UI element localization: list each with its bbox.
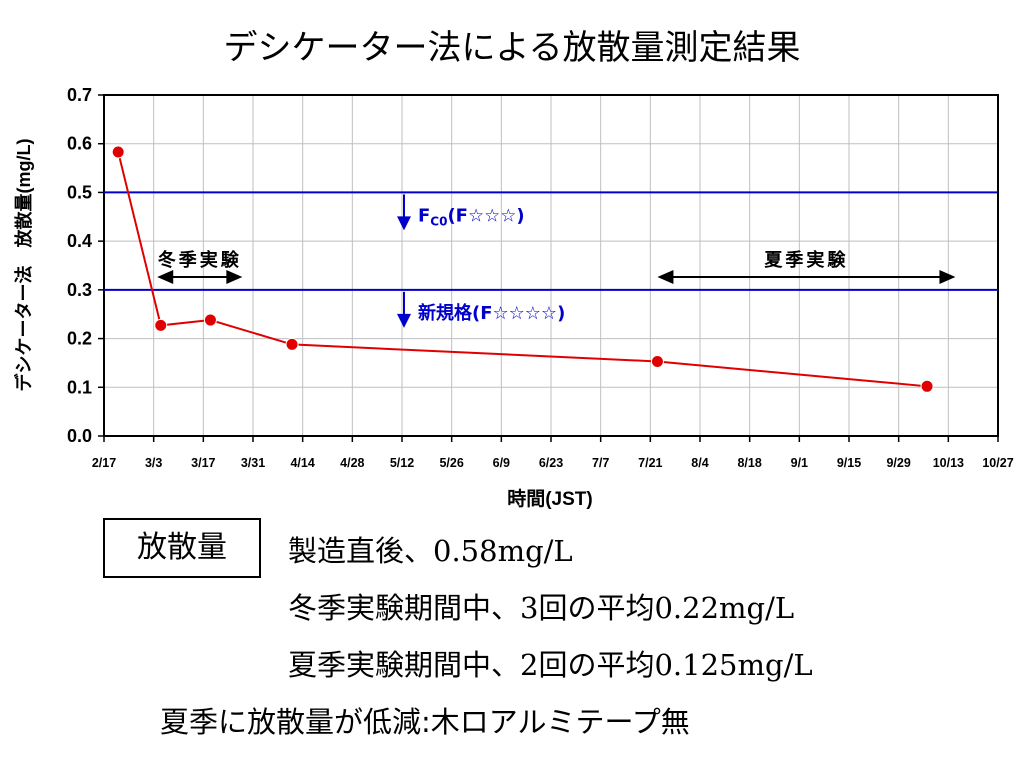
x-tick-label: 2/17	[92, 456, 116, 470]
reference-label: FC0(F☆☆☆)	[418, 205, 525, 228]
summary-line-3-text: 夏季実験期間中、	[288, 648, 521, 682]
x-tick-label: 9/15	[837, 456, 861, 470]
x-tick-label: 3/31	[241, 456, 265, 470]
x-tick-label: 6/23	[539, 456, 563, 470]
reference-label-main: 新規格(F☆☆☆☆)	[418, 302, 565, 324]
x-tick-label: 8/18	[737, 456, 761, 470]
x-tick-label: 6/9	[493, 456, 510, 470]
x-tick-label: 4/14	[290, 456, 314, 470]
period-label: 夏季実験	[764, 249, 848, 271]
x-tick-label: 3/17	[191, 456, 215, 470]
y-tick-label: 0.6	[67, 134, 92, 154]
y-tick-label: 0.7	[67, 85, 92, 105]
page-title: デシケーター法による放散量測定結果	[223, 28, 801, 68]
summary-footer-post: 木ロアルミテープ無	[430, 705, 690, 739]
data-point	[154, 318, 168, 332]
summary-footer: 夏季に放散量が低減:木ロアルミテープ無	[160, 699, 690, 741]
reference-label: 新規格(F☆☆☆☆)	[418, 302, 565, 324]
data-point	[285, 337, 299, 351]
series-layer	[111, 145, 934, 393]
reference-lines: FC0(F☆☆☆) 新規格(F☆☆☆☆)	[104, 191, 998, 328]
summary-box-label: 放散量	[103, 518, 261, 578]
reference-label-rest: (F☆☆☆)	[447, 205, 524, 226]
x-tick-label: 5/12	[390, 456, 414, 470]
period-arrow-head-left	[657, 270, 674, 284]
summary-line-1-value: 0.58mg/L	[433, 534, 573, 568]
summary-line-1-text: 製造直後、	[288, 534, 434, 568]
series-line	[117, 151, 928, 388]
chart: 2/17 3/3 3/17 3/31 4/14 4/28 5/12 5/26 6/9 6/23 7/…	[13, 85, 1014, 510]
summary-line-2-text: 冬季実験期間中、	[288, 591, 521, 625]
tick-labels: 2/17 3/3 3/17 3/31 4/14 4/28 5/12 5/26 6/9 6/23 7/…	[67, 85, 1014, 470]
summary-line-2: 冬季実験期間中、3回の平均0.22mg/L	[288, 585, 794, 627]
x-tick-label: 7/7	[592, 456, 609, 470]
reference-label-sub: C0	[430, 214, 447, 228]
summary-line-2-value: 0.22mg/L	[654, 591, 795, 625]
reference-arrow-head	[397, 313, 411, 328]
data-point	[650, 354, 664, 368]
x-tick-label: 10/13	[933, 456, 964, 470]
x-tick-label: 4/28	[340, 456, 364, 470]
summary-line-1: 製造直後、0.58mg/L	[288, 528, 573, 570]
reference-arrow-head	[397, 216, 411, 231]
data-point	[111, 145, 125, 159]
summary-line-2-count: 3	[520, 591, 539, 625]
summary-line-3: 夏季実験期間中、2回の平均0.125mg/L	[288, 642, 813, 684]
x-tick-label: 9/1	[791, 456, 808, 470]
reference-label-main: F	[418, 205, 430, 226]
data-point	[920, 379, 934, 393]
x-tick-label: 7/21	[638, 456, 662, 470]
y-tick-label: 0.5	[67, 182, 92, 202]
y-tick-label: 0.4	[67, 231, 92, 251]
period-arrow-head-right	[939, 270, 956, 284]
summary-footer-pre: 夏季に放散量が低減	[160, 705, 422, 739]
y-axis-label: デシケーター法 放散量(mg/L)	[13, 139, 34, 392]
x-axis-label: 時間(JST)	[507, 488, 593, 510]
y-tick-label: 0.1	[67, 377, 92, 397]
y-tick-label: 0.0	[67, 426, 92, 446]
x-tick-label: 10/27	[982, 456, 1013, 470]
x-tick-label: 3/3	[145, 456, 162, 470]
period-annotations: 冬季実験 夏季実験	[157, 249, 956, 284]
summary-line-3-count: 2	[520, 648, 539, 682]
period-arrow-head-right	[226, 270, 243, 284]
x-tick-label: 8/4	[691, 456, 708, 470]
x-tick-label: 9/29	[886, 456, 910, 470]
period-arrow-head-left	[157, 270, 174, 284]
y-tick-label: 0.2	[67, 329, 92, 349]
summary-footer-colon: :	[421, 705, 431, 739]
y-tick-label: 0.3	[67, 280, 92, 300]
summary-line-2-mid: 回の平均	[538, 591, 655, 625]
x-tick-label: 5/26	[439, 456, 463, 470]
period-label: 冬季実験	[158, 249, 242, 271]
summary-line-3-value: 0.125mg/L	[654, 648, 813, 682]
data-point	[203, 313, 217, 327]
summary-line-3-mid: 回の平均	[538, 648, 655, 682]
